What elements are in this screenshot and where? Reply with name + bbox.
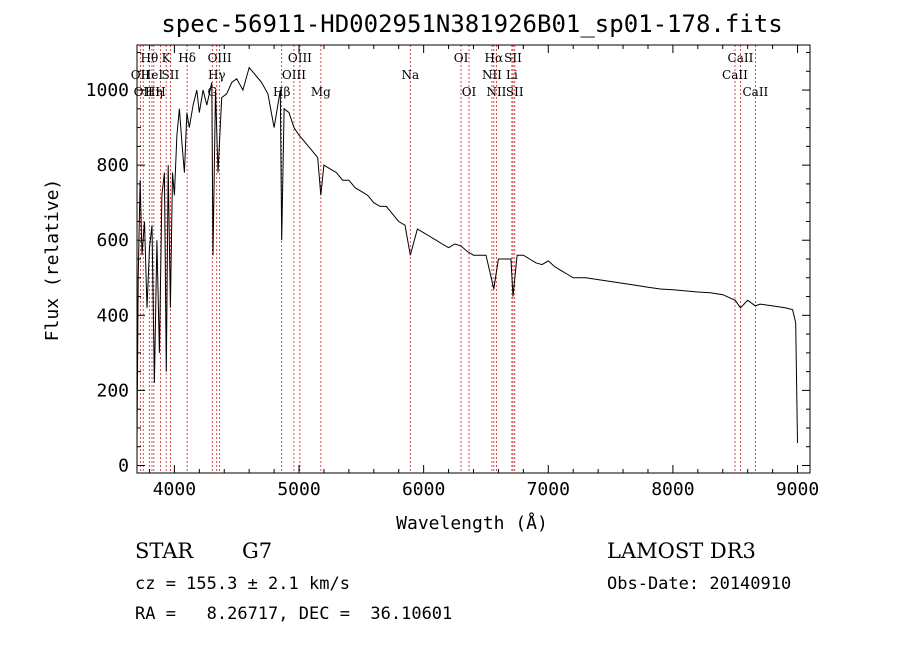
spectral-line-label: Li: [506, 68, 518, 82]
spectral-line-label: SII: [162, 68, 180, 82]
survey-name: LAMOST DR3: [607, 539, 756, 563]
x-axis-label: Wavelength (Å): [396, 512, 548, 534]
redshift-cz: cz = 155.3 ± 2.1 km/s: [135, 574, 350, 594]
spectral-line-label: Hβ: [273, 85, 290, 99]
spectral-line-label: OI: [462, 85, 477, 99]
x-axis: 4000 5000 6000 7000 8000 9000: [148, 45, 819, 500]
spectral-line-label: Hη: [145, 85, 163, 99]
object-subclass: G7: [242, 539, 272, 563]
spectral-line-label: OIII: [282, 68, 306, 82]
x-tick-label: 5000: [277, 479, 320, 500]
obs-date: Obs-Date: 20140910: [607, 574, 791, 594]
spectral-line-markers: [139, 45, 756, 473]
y-tick-label: 600: [96, 230, 129, 251]
x-tick-label: 9000: [776, 479, 819, 500]
y-axis-label: Flux (relative): [42, 179, 63, 342]
spectral-line-labels: OIIOIIHθHeIHηHKSIIHδGHγOIIIHβOIIIOIIIMgN…: [131, 51, 769, 99]
spectral-line-label: Hδ: [178, 51, 196, 65]
spectral-line-label: OIII: [208, 51, 232, 65]
spectral-line-label: NII: [482, 68, 502, 82]
spectral-line-label: H: [155, 85, 165, 99]
y-tick-label: 400: [96, 305, 129, 326]
spectral-line-label: OII: [131, 68, 151, 82]
plot-frame: [136, 44, 811, 474]
spectral-line-label: Hα: [485, 51, 504, 65]
chart-title: spec-56911-HD002951N381926B01_sp01-178.f…: [161, 10, 782, 38]
spectral-line-label: OI: [454, 51, 469, 65]
spectral-line-label: Mg: [311, 85, 331, 99]
spectral-line-label: K: [162, 51, 172, 65]
x-tick-label: 4000: [153, 479, 196, 500]
coordinates: RA = 8.26717, DEC = 36.10601: [135, 604, 452, 624]
spectral-line-label: Na: [401, 68, 419, 82]
spectral-line-label: CaII: [728, 51, 754, 65]
spectral-line-label: Hγ: [208, 68, 226, 82]
x-tick-label: 7000: [527, 479, 570, 500]
y-tick-label: 0: [118, 455, 129, 476]
spectral-line-label: HeI: [141, 68, 164, 82]
x-tick-label: 8000: [651, 479, 694, 500]
spectral-line-label: SII: [506, 85, 524, 99]
spectrum-series-line: [136, 66, 798, 444]
spectral-line-label: OII: [134, 85, 154, 99]
spectral-line-label: CaII: [742, 85, 768, 99]
spectral-line-label: CaII: [722, 68, 748, 82]
spectral-line-label: OIII: [288, 51, 312, 65]
y-tick-label: 1000: [86, 80, 129, 101]
object-class: STAR: [135, 539, 194, 563]
x-tick-label: 6000: [402, 479, 445, 500]
spectral-line-label: NII: [486, 85, 506, 99]
y-tick-label: 800: [96, 155, 129, 176]
spectral-line-label: SII: [504, 51, 522, 65]
y-axis: 0 200 400 600 800 1000: [86, 52, 810, 476]
y-tick-label: 200: [96, 380, 129, 401]
spectral-line-label: Hθ: [140, 51, 158, 65]
